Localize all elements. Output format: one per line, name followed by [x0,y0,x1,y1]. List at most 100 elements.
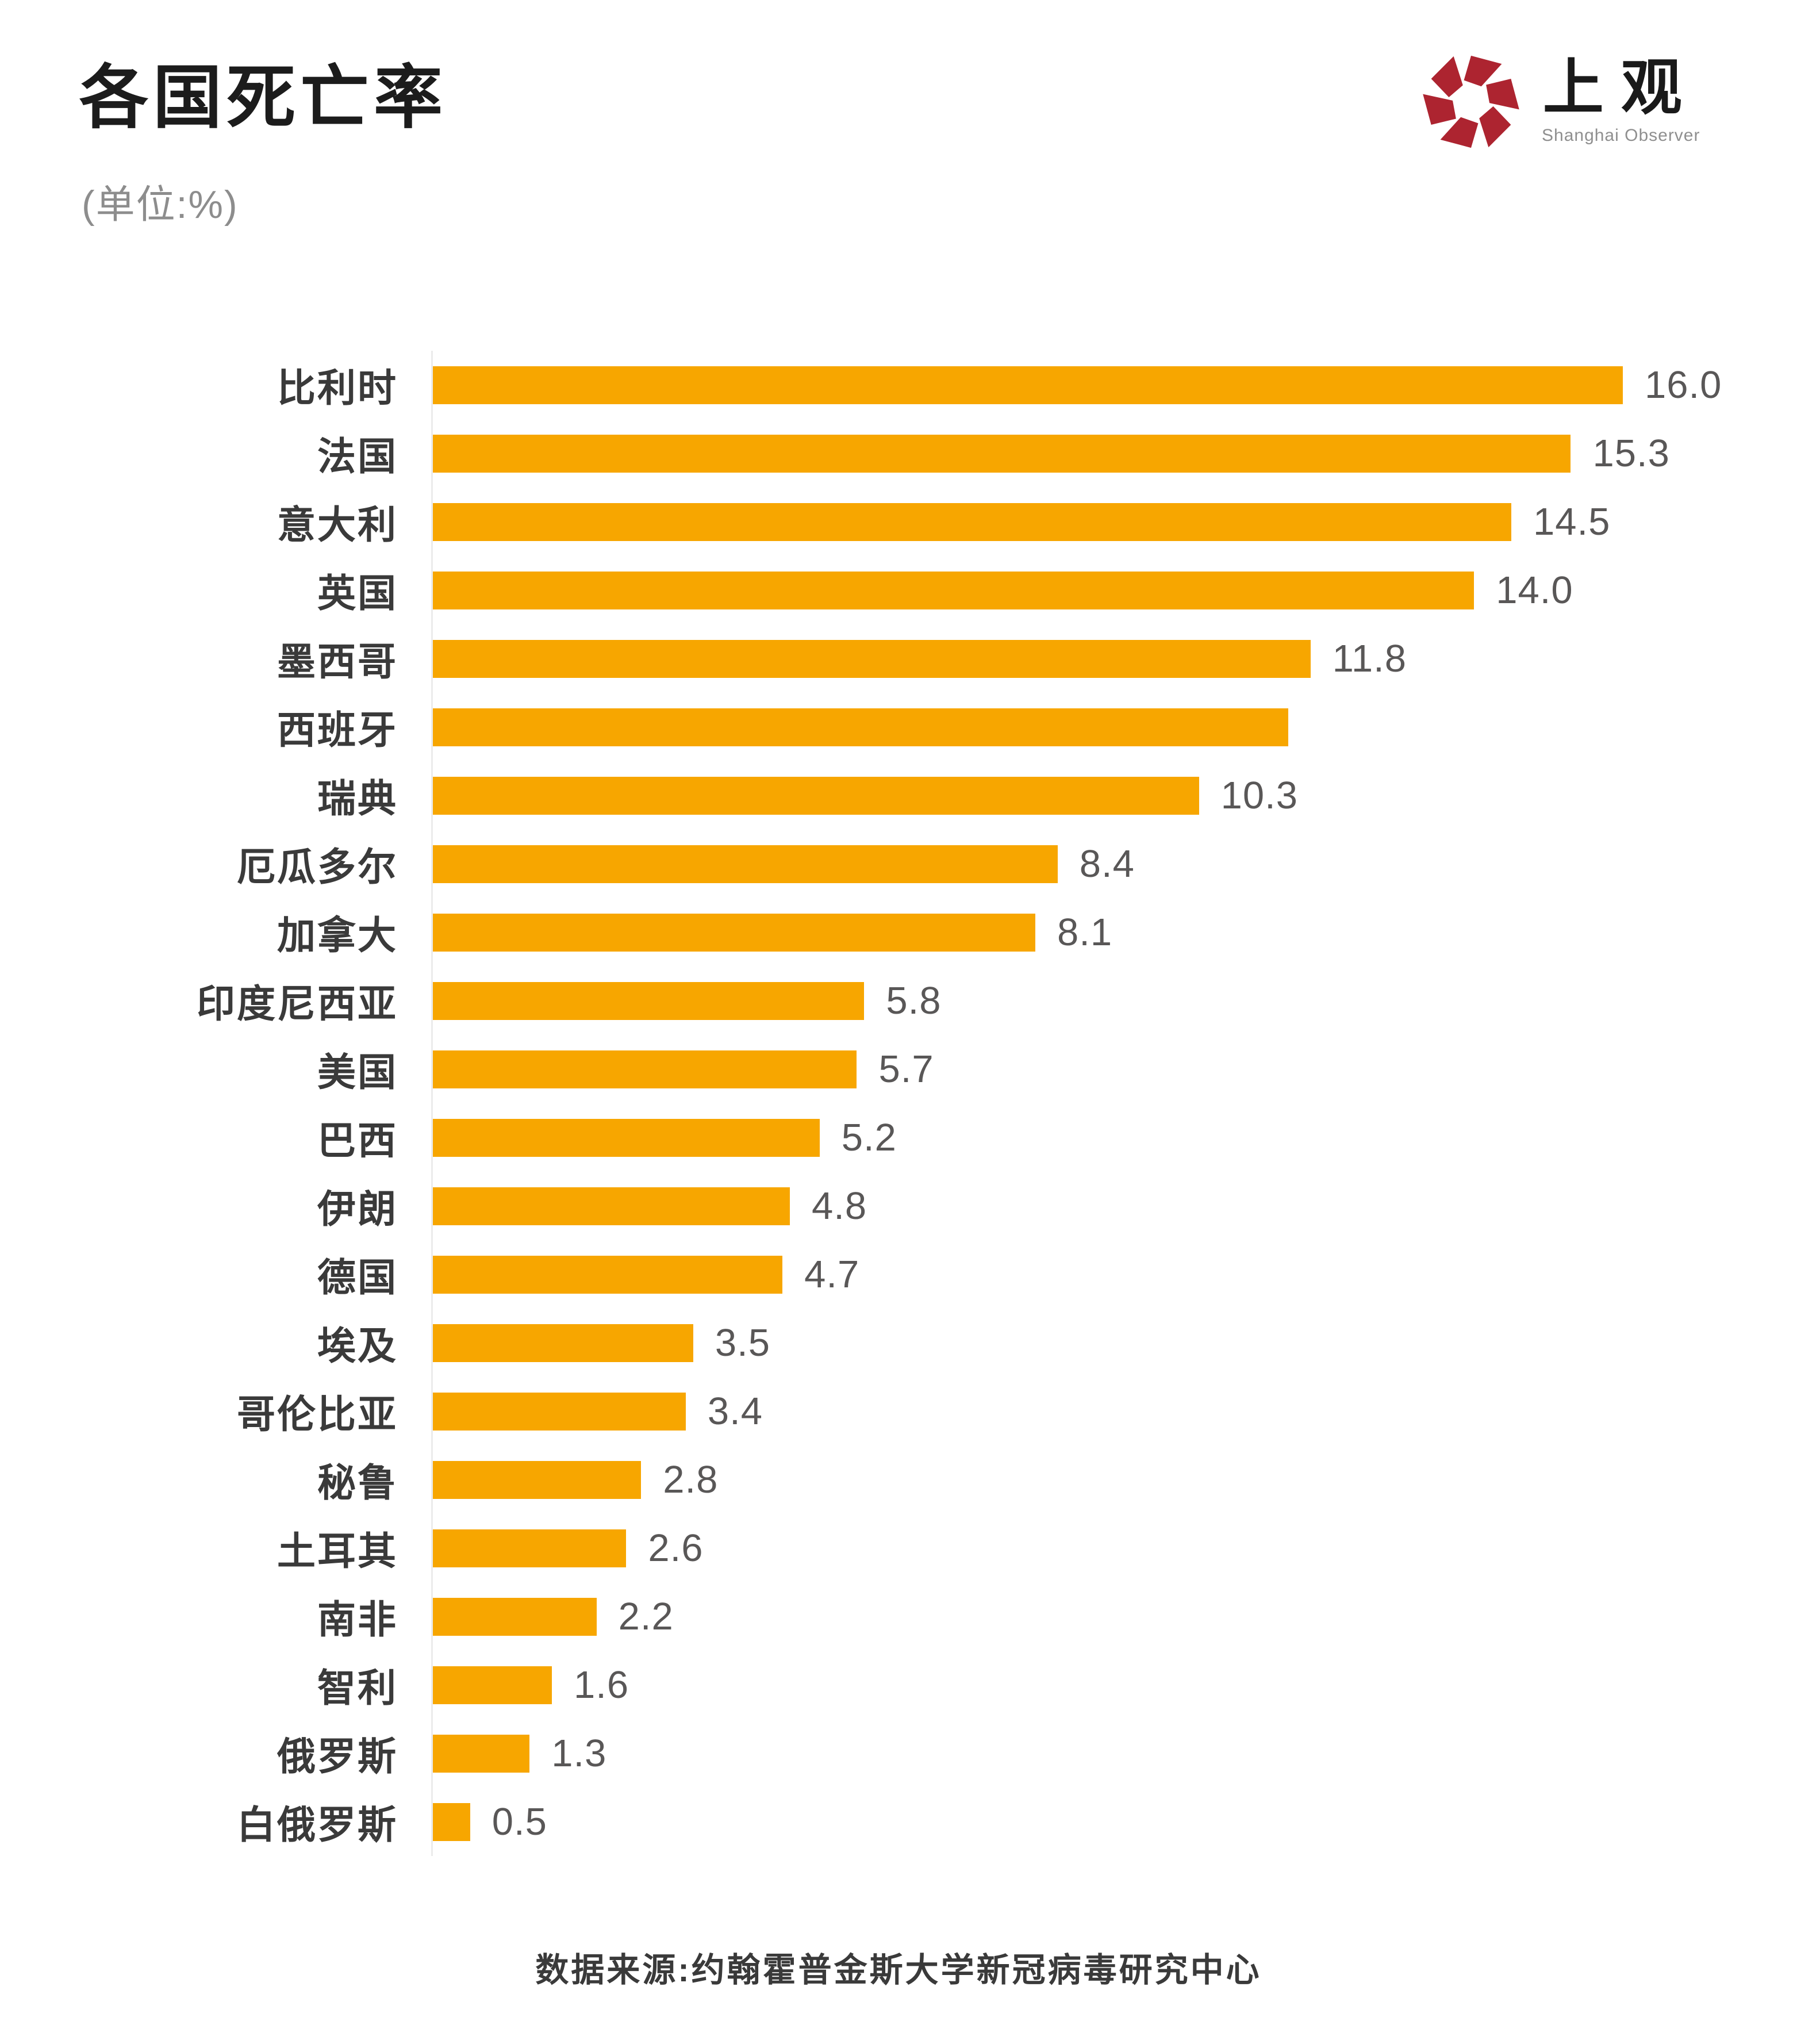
bar-track: 8.4 [431,830,1797,898]
chart-row: 巴西 5.2 [0,1103,1797,1172]
bar-track: 1.6 [431,1651,1797,1719]
chart-row: 美国 5.7 [0,1035,1797,1103]
bar-track: 2.8 [431,1445,1797,1514]
bar [433,366,1623,404]
country-label: 埃及 [317,1325,398,1368]
value-label: 4.7 [804,1253,860,1296]
bar-track: 0.5 [431,1788,1797,1856]
bar-track: 10.3 [431,761,1797,830]
value-label: 5.7 [878,1048,934,1091]
bar [433,1460,642,1499]
bar [433,639,1311,678]
country-label: 意大利 [277,504,398,547]
value-label: 1.6 [574,1663,629,1706]
chart-row: 智利 1.6 [0,1651,1797,1719]
data-source: 数据来源:约翰霍普金斯大学新冠病毒研究中心 [535,1951,1262,1989]
bar-track: 11.8 [431,624,1797,693]
chart-row: 德国 4.7 [0,1240,1797,1309]
country-label: 厄瓜多尔 [237,846,398,889]
bar [433,1734,530,1773]
chart-row: 印度尼西亚 5.8 [0,967,1797,1035]
chart-row: 墨西哥 11.8 [0,624,1797,693]
chart-row: 埃及 3.5 [0,1309,1797,1377]
value-label: 14.5 [1533,500,1611,543]
country-label: 美国 [317,1051,398,1094]
chart-row: 西班牙 [0,693,1797,761]
bar-track: 3.4 [431,1377,1797,1445]
country-label: 西班牙 [277,709,398,752]
value-label: 2.6 [648,1527,704,1570]
chart-row: 英国 14.0 [0,556,1797,624]
value-label: 10.3 [1220,774,1298,817]
country-label: 俄罗斯 [277,1735,398,1778]
bar [433,1324,693,1362]
chart-row: 法国 15.3 [0,419,1797,488]
value-label: 11.8 [1332,637,1407,680]
country-label: 南非 [317,1598,398,1642]
country-label: 智利 [317,1667,398,1710]
chart-rows: 比利时 16.0 法国 15.3 意大利 14.5 英国 14.0 墨西哥 11… [0,351,1797,1856]
bar [433,571,1475,609]
bar-track: 8.1 [431,898,1797,967]
bar [433,1597,597,1636]
page-title: 各国死亡率 [79,59,447,136]
bar-track: 5.8 [431,967,1797,1035]
value-label: 4.8 [812,1184,867,1228]
value-label: 2.8 [663,1458,719,1501]
chart-row: 俄罗斯 1.3 [0,1719,1797,1788]
value-label: 3.4 [707,1390,763,1433]
chart-row: 南非 2.2 [0,1582,1797,1651]
country-label: 比利时 [277,367,398,410]
value-label: 14.0 [1496,569,1573,612]
value-label: 1.3 [551,1732,607,1775]
logo-subtitle: Shanghai Observer [1542,125,1700,145]
chart-row: 厄瓜多尔 8.4 [0,830,1797,898]
country-label: 墨西哥 [277,641,398,684]
chart-row: 比利时 16.0 [0,351,1797,419]
bar-track: 16.0 [431,351,1797,419]
bar-track: 2.6 [431,1514,1797,1582]
country-label: 哥伦比亚 [237,1393,398,1436]
unit-subtitle: (单位:%) [82,183,239,227]
bar [433,1187,790,1225]
bar [433,1392,686,1431]
country-label: 土耳其 [277,1530,398,1573]
bar-track: 4.8 [431,1172,1797,1240]
bar-track: 15.3 [431,419,1797,488]
aperture-icon [1423,55,1519,148]
logo-wordmark: 上观 [1542,51,1699,123]
bar [433,981,865,1020]
value-label: 0.5 [492,1800,547,1843]
country-label: 德国 [317,1256,398,1299]
bar [433,845,1058,883]
bar-track: 14.0 [431,556,1797,624]
bar [433,913,1035,952]
bar-track: 1.3 [431,1719,1797,1788]
chart-row: 瑞典 10.3 [0,761,1797,830]
bar [433,1666,552,1704]
bar-chart: 比利时 16.0 法国 15.3 意大利 14.5 英国 14.0 墨西哥 11… [0,351,1797,1856]
bar-track [431,693,1797,761]
value-label: 5.2 [841,1116,897,1159]
value-label: 2.2 [618,1595,674,1638]
country-label: 瑞典 [317,777,398,820]
bar-track: 3.5 [431,1309,1797,1377]
country-label: 印度尼西亚 [197,983,398,1026]
value-label: 3.5 [715,1321,770,1364]
country-label: 伊朗 [317,1188,398,1231]
bar-track: 5.7 [431,1035,1797,1103]
chart-row: 土耳其 2.6 [0,1514,1797,1582]
bar [433,1050,857,1088]
value-label: 8.1 [1057,911,1113,954]
bar [433,1255,783,1294]
country-label: 英国 [317,572,398,615]
chart-row: 加拿大 8.1 [0,898,1797,967]
country-label: 法国 [317,435,398,478]
chart-row: 意大利 14.5 [0,488,1797,556]
bar [433,708,1288,746]
chart-row: 白俄罗斯 0.5 [0,1788,1797,1856]
bar-track: 2.2 [431,1582,1797,1651]
bar [433,503,1511,541]
value-label: 5.8 [886,979,942,1022]
value-label: 15.3 [1592,432,1670,475]
